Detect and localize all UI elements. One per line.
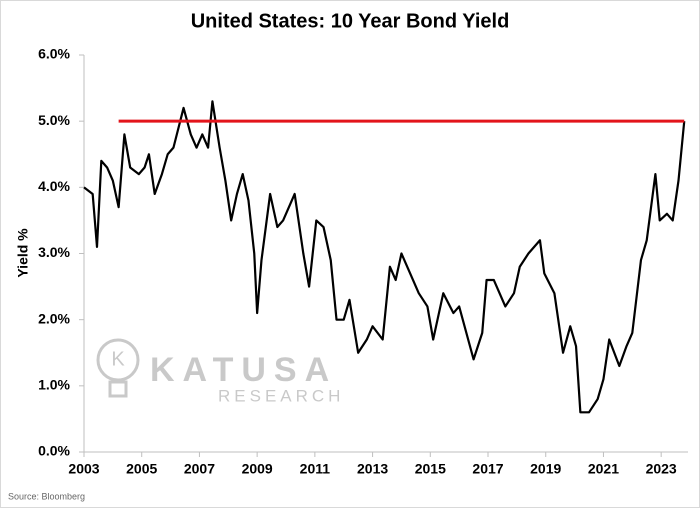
x-tick-label: 2021 [588, 461, 619, 477]
x-tick-label: 2015 [415, 461, 446, 477]
chart-title: United States: 10 Year Bond Yield [191, 10, 510, 32]
x-tick-label: 2019 [530, 461, 561, 477]
y-tick-label: 6.0% [38, 46, 70, 62]
x-tick-label: 2011 [300, 461, 331, 477]
watermark: K KATUSA RESEARCH [96, 338, 344, 405]
y-tick-label: 1.0% [38, 377, 70, 393]
y-tick-label: 5.0% [38, 112, 70, 128]
x-tick-label: 2013 [357, 461, 388, 477]
x-tick-label: 2017 [472, 461, 503, 477]
watermark-bulb [96, 338, 140, 382]
y-axis-label: Yield % [15, 228, 31, 278]
x-tick-label: 2009 [242, 461, 273, 477]
x-tick-label: 2007 [184, 461, 215, 477]
y-tick-label: 4.0% [38, 178, 70, 194]
watermark-sub: RESEARCH [218, 386, 344, 405]
watermark-name: KATUSA [150, 351, 337, 389]
y-tick-label: 3.0% [38, 244, 70, 260]
x-tick-label: 2003 [68, 461, 99, 477]
x-tick-label: 2005 [126, 461, 157, 477]
watermark-icon: K [111, 348, 125, 370]
y-tick-label: 2.0% [38, 310, 70, 326]
watermark-bulb-base [108, 380, 128, 398]
x-tick-label: 2023 [646, 461, 677, 477]
y-tick-label: 0.0% [38, 443, 70, 459]
source: Source: Bloomberg [8, 491, 85, 501]
yield-line [83, 100, 686, 414]
